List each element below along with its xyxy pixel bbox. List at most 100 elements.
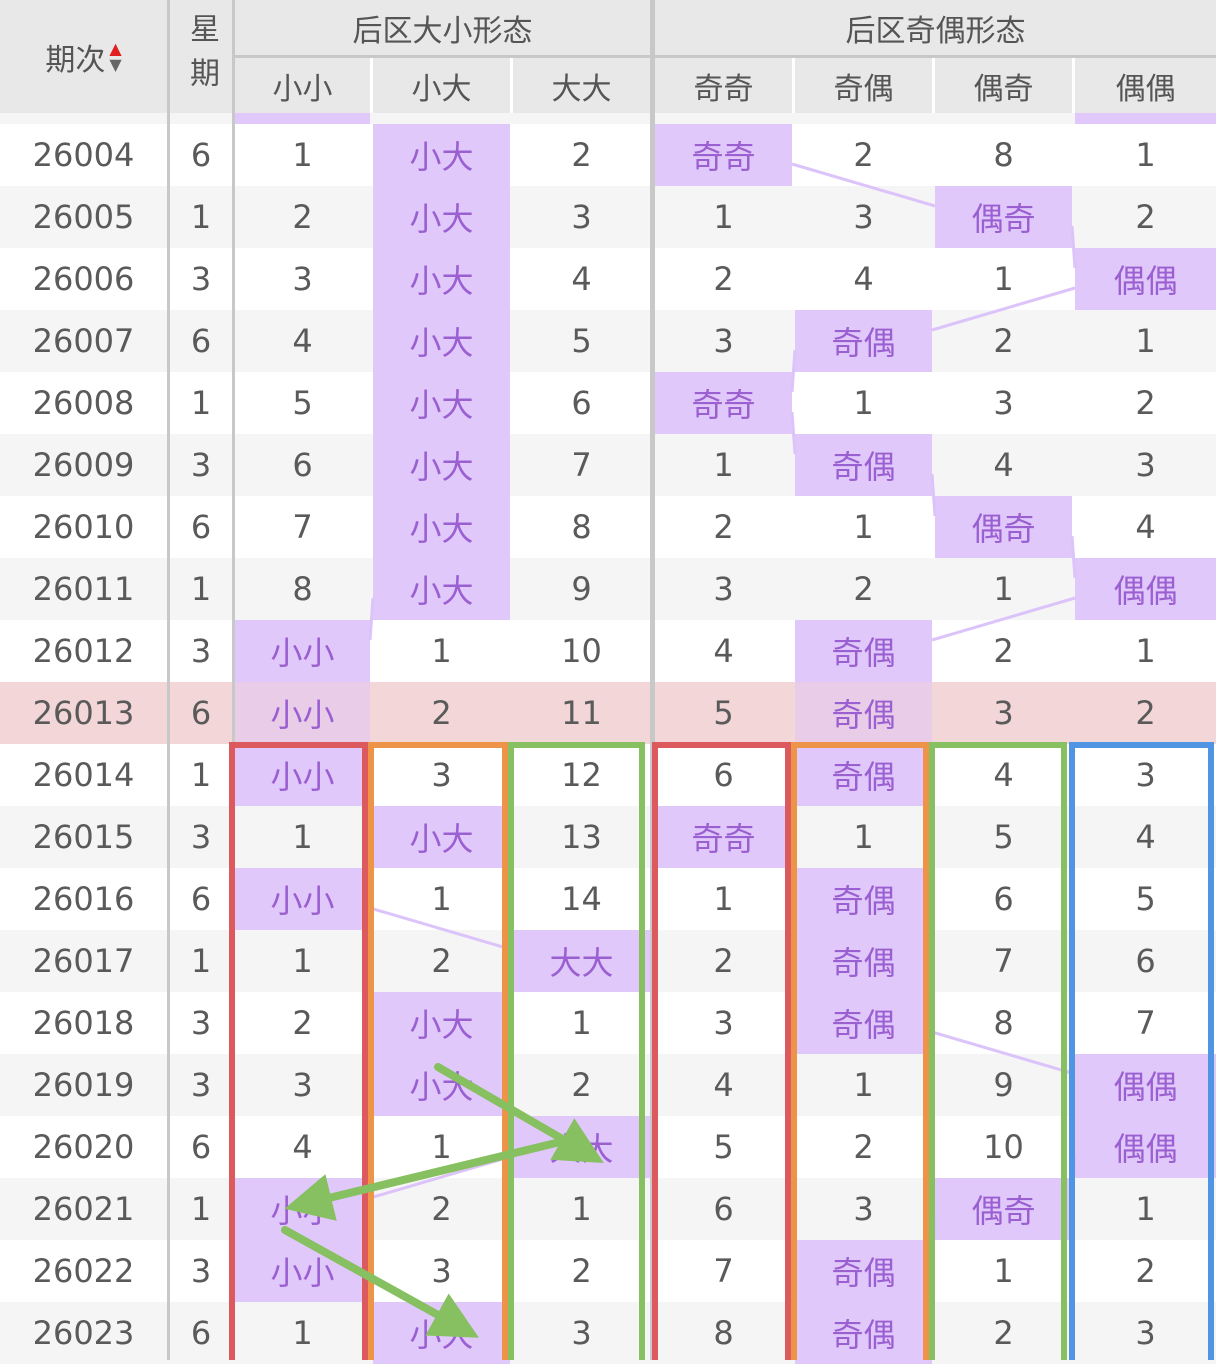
trend-line — [791, 162, 936, 208]
issue-cell: 26013 — [32, 694, 135, 732]
table-row[interactable] — [0, 248, 1216, 310]
issue-cell: 26006 — [32, 260, 135, 298]
omission-cell: 2 — [853, 1128, 874, 1166]
table-row[interactable] — [0, 558, 1216, 620]
table-row[interactable] — [0, 372, 1216, 434]
column-divider — [167, 0, 170, 1360]
trend-line — [368, 597, 375, 641]
omission-cell: 7 — [571, 446, 592, 484]
table-row[interactable] — [0, 434, 1216, 496]
issue-cell: 26007 — [32, 322, 135, 360]
omission-cell: 4 — [292, 322, 313, 360]
omission-cell: 3 — [571, 198, 592, 236]
issue-header[interactable]: 期次 ▲ ▼ — [0, 0, 167, 113]
omission-cell: 6 — [571, 384, 592, 422]
pattern-hit-cell: 奇偶 — [795, 868, 932, 930]
weekday-cell: 3 — [190, 632, 212, 670]
orange-box-odd-even — [791, 742, 929, 1360]
issue-cell: 26022 — [32, 1252, 135, 1290]
pattern-hit-cell: 大大 — [513, 930, 650, 992]
issue-cell: 26023 — [32, 1314, 135, 1352]
partial-highlight — [235, 113, 370, 124]
table-row[interactable] — [0, 744, 1216, 806]
omission-cell: 2 — [571, 136, 592, 174]
pattern-hit-cell: 奇奇 — [655, 372, 792, 434]
issue-cell: 26012 — [32, 632, 135, 670]
table-row[interactable] — [0, 682, 1216, 744]
pattern-hit-cell: 小大 — [373, 372, 510, 434]
trend-line — [790, 349, 797, 393]
omission-cell: 8 — [713, 1314, 734, 1352]
omission-cell: 2 — [292, 1004, 313, 1042]
omission-cell: 6 — [713, 1190, 734, 1228]
weekday-cell: 6 — [190, 1128, 212, 1166]
pattern-hit-cell: 奇偶 — [795, 682, 932, 744]
omission-cell: 9 — [993, 1066, 1014, 1104]
table-row[interactable] — [0, 124, 1216, 186]
weekday-cell: 3 — [190, 446, 212, 484]
omission-cell: 2 — [713, 508, 734, 546]
table-row[interactable] — [0, 1054, 1216, 1116]
omission-cell: 2 — [1135, 198, 1156, 236]
omission-cell: 4 — [1135, 818, 1156, 856]
omission-cell: 2 — [571, 1066, 592, 1104]
omission-cell: 1 — [431, 1128, 452, 1166]
omission-cell: 3 — [431, 1252, 452, 1290]
omission-cell: 1 — [713, 198, 734, 236]
weekday-cell: 6 — [190, 880, 212, 918]
omission-cell: 2 — [292, 198, 313, 236]
weekday-cell: 1 — [190, 942, 212, 980]
pattern-hit-cell: 小大 — [373, 558, 510, 620]
omission-cell: 2 — [431, 942, 452, 980]
table-row[interactable] — [0, 992, 1216, 1054]
omission-cell: 3 — [1135, 756, 1156, 794]
pattern-hit-cell: 小大 — [373, 124, 510, 186]
arrow-3 — [281, 1226, 479, 1338]
green-box-even-odd — [929, 742, 1067, 1360]
issue-cell: 26014 — [32, 756, 135, 794]
pattern-hit-cell: 偶奇 — [935, 186, 1072, 248]
weekday-cell: 6 — [190, 1314, 212, 1352]
omission-cell: 5 — [1135, 880, 1156, 918]
column-header: 奇偶 — [795, 58, 932, 113]
issue-cell: 26016 — [32, 880, 135, 918]
omission-cell: 4 — [571, 260, 592, 298]
column-header: 小大 — [373, 58, 510, 113]
omission-cell: 13 — [561, 818, 602, 856]
omission-cell: 2 — [853, 570, 874, 608]
omission-cell: 1 — [713, 446, 734, 484]
omission-cell: 1 — [993, 570, 1014, 608]
table-row[interactable] — [0, 620, 1216, 682]
weekday-cell: 3 — [190, 260, 212, 298]
omission-cell: 1 — [1135, 632, 1156, 670]
sort-up-down-icon[interactable]: ▲ ▼ — [109, 38, 122, 74]
omission-cell: 10 — [561, 632, 602, 670]
blue-box-even-even — [1069, 742, 1214, 1360]
omission-cell: 2 — [1135, 694, 1156, 732]
omission-cell: 4 — [853, 260, 874, 298]
table-row[interactable] — [0, 310, 1216, 372]
pattern-hit-cell: 小大 — [373, 496, 510, 558]
omission-cell: 1 — [993, 260, 1014, 298]
table-row[interactable] — [0, 806, 1216, 868]
pattern-hit-cell: 偶奇 — [935, 496, 1072, 558]
omission-cell: 3 — [571, 1314, 592, 1352]
omission-cell: 7 — [713, 1252, 734, 1290]
omission-cell: 2 — [431, 1190, 452, 1228]
pattern-hit-cell: 奇偶 — [795, 1240, 932, 1302]
table-row[interactable] — [0, 868, 1216, 930]
omission-cell: 4 — [292, 1128, 313, 1166]
pattern-hit-cell: 偶偶 — [1075, 1116, 1216, 1178]
trend-line — [930, 473, 937, 517]
table-row[interactable] — [0, 1240, 1216, 1302]
omission-cell: 5 — [713, 1128, 734, 1166]
weekday-cell: 1 — [190, 756, 212, 794]
pattern-hit-cell: 奇偶 — [795, 1302, 932, 1364]
table-row[interactable] — [0, 1302, 1216, 1364]
pattern-hit-cell: 奇偶 — [795, 434, 932, 496]
omission-cell: 11 — [561, 694, 602, 732]
issue-cell: 26020 — [32, 1128, 135, 1166]
pattern-hit-cell: 奇偶 — [795, 930, 932, 992]
omission-cell: 7 — [292, 508, 313, 546]
